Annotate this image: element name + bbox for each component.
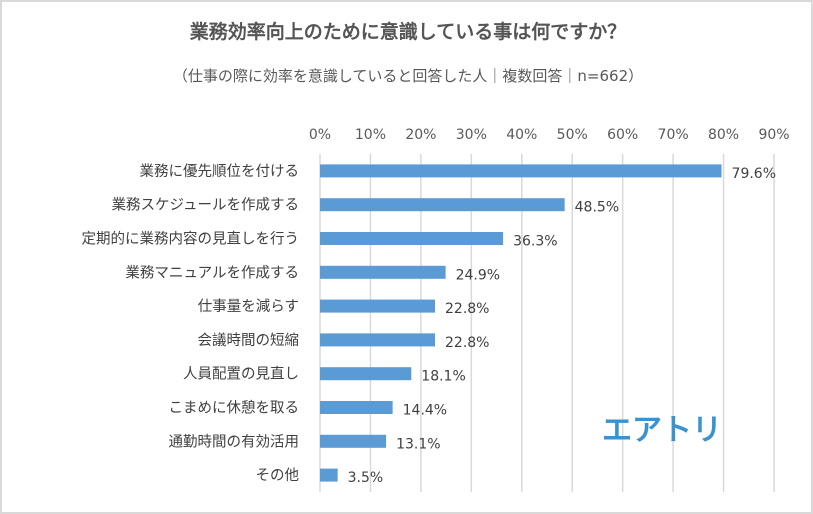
data-label: 18.1% <box>421 369 465 385</box>
data-label: 36.3% <box>513 234 557 250</box>
chart-title: 業務効率向上のために意識している事は何ですか？ <box>189 20 626 43</box>
x-tick-label: 70% <box>658 127 689 143</box>
x-tick-label: 80% <box>708 127 739 143</box>
bar <box>320 198 565 212</box>
data-label: 22.8% <box>445 335 489 351</box>
data-label: 22.8% <box>445 301 489 317</box>
category-label: こまめに休憩を取る <box>169 400 300 417</box>
bar <box>320 164 722 178</box>
x-tick-label: 20% <box>405 127 436 143</box>
chart-subtitle: （仕事の際に効率を意識していると回答した人｜複数回答｜n=662） <box>173 67 643 85</box>
bar <box>320 401 393 414</box>
bar <box>320 333 436 347</box>
category-label: 業務に優先順位を付ける <box>140 163 300 180</box>
data-label: 14.4% <box>403 403 447 419</box>
category-label: 会議時間の短縮 <box>198 331 300 349</box>
bar <box>320 265 446 279</box>
x-tick-label: 60% <box>607 127 638 143</box>
category-label: 通勤時間の有効活用 <box>169 433 300 450</box>
x-tick-label: 90% <box>758 127 789 143</box>
category-label: 業務マニュアルを作成する <box>125 264 299 281</box>
data-label: 13.1% <box>396 436 440 452</box>
bar <box>320 367 412 381</box>
x-tick-label: 50% <box>557 127 588 143</box>
bar <box>320 299 436 313</box>
bar <box>320 468 338 482</box>
category-label: 定期的に業務内容の見直しを行う <box>82 231 300 248</box>
category-label: 人員配置の見直し <box>183 366 299 383</box>
category-label: 仕事量を減らす <box>198 298 299 315</box>
bar <box>320 232 504 245</box>
x-tick-label: 30% <box>456 127 487 143</box>
category-label: 業務スケジュールを作成する <box>112 197 299 214</box>
x-tick-label: 0% <box>309 127 331 143</box>
data-label: 48.5% <box>575 200 619 216</box>
data-label: 3.5% <box>348 470 384 486</box>
x-tick-label: 10% <box>355 127 386 143</box>
data-label: 79.6% <box>732 166 776 182</box>
bar <box>320 434 387 448</box>
data-label: 24.9% <box>456 267 500 283</box>
category-label: その他 <box>256 467 300 484</box>
airtrip-logo: エアトリ <box>602 413 722 448</box>
x-tick-label: 40% <box>506 127 537 143</box>
